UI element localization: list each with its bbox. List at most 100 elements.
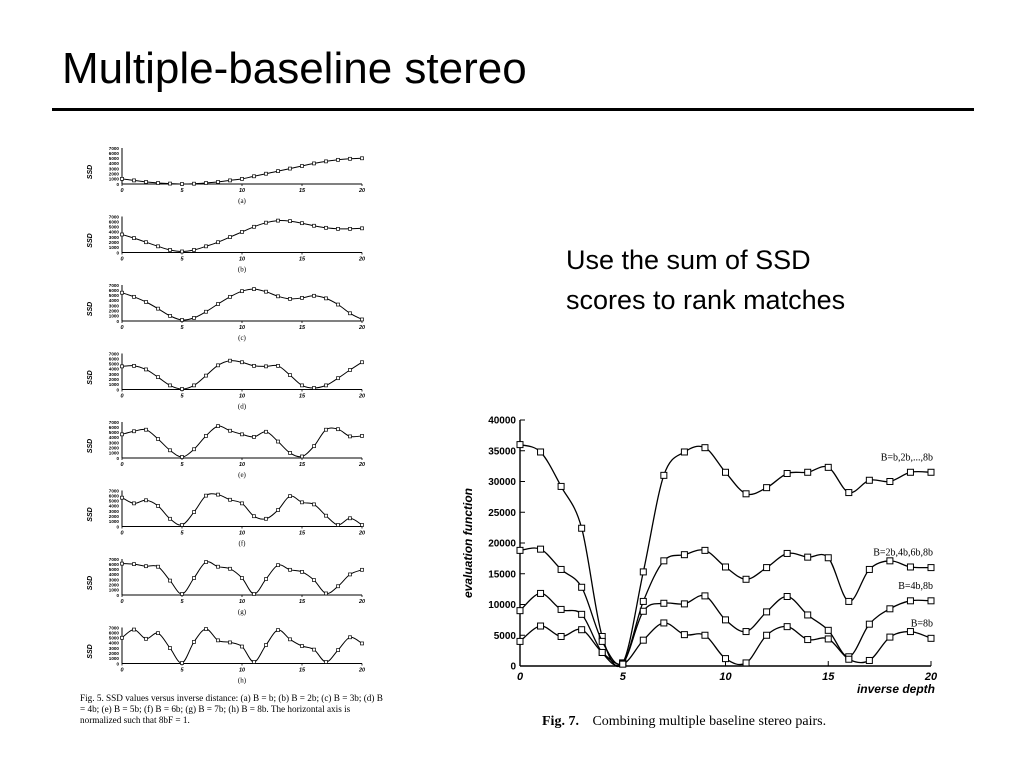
ssd-data-point [264,364,268,369]
ssd-data-point [204,309,208,314]
ssd-data-point [168,448,172,453]
panel-ytick: 0 [116,593,119,598]
panel-xtick: 0 [120,668,123,674]
ssd-data-point [312,578,316,582]
chart-ytick: 20000 [488,539,516,550]
ssd-data-point [204,373,208,378]
ssd-data-point [360,523,364,527]
panel-xtick: 0 [120,325,123,331]
series-data-point [804,553,812,561]
ssd-data-point [312,444,316,449]
ssd-data-point [276,218,280,223]
ssd-data-point [276,439,280,444]
panel-xtick: 10 [239,325,245,331]
ssd-data-point [228,428,232,433]
ssd-data-point [120,290,124,295]
series-data-point [578,626,586,634]
series-data-point [516,441,524,449]
series-data-point [660,619,668,627]
ssd-data-point [252,287,256,291]
panel-ytick: 0 [116,524,119,529]
series-data-point [557,632,565,640]
combined-evaluation-chart: 40000 35000 30000 25000 20000 15000 10000 5000 0… [461,416,938,697]
series-label: B=b,2b,...,8b [881,452,933,463]
chart-xtick: 0 [517,671,524,683]
ssd-data-point [192,640,196,644]
series-data-point [824,554,832,562]
panel-ytick: 1000 [109,588,120,593]
panel-xtick: 5 [180,462,184,468]
ssd-data-point [204,181,208,185]
series-data-point [742,659,750,667]
chart-ytick: 5000 [494,631,517,642]
ssd-data-point [168,314,172,318]
series-2: B=2b,4b,6b,8b [516,545,935,667]
panel-ytick: 5000 [109,567,120,572]
series-data-point [742,575,750,583]
panel-xtick: 10 [239,394,245,400]
panel-ytick: 3000 [109,577,120,582]
ssd-data-point [168,181,172,186]
ssd-data-point [300,164,304,168]
ssd-data-point [312,502,316,507]
panel-ytick: 1000 [109,451,120,456]
panel-xtick: 5 [180,325,184,331]
panel-label: (h) [238,677,247,685]
ssd-data-point [300,221,304,226]
panel-ytick: 0 [116,661,119,666]
ssd-data-point [144,427,148,432]
panel-ytick: 4000 [109,572,120,577]
chart-xtick: 20 [924,671,938,683]
ssd-data-point [228,294,232,299]
ssd-data-point [360,360,364,365]
ssd-data-point [168,383,172,388]
ssd-data-point [288,494,292,499]
panel-ytick: 2000 [109,240,120,245]
ssd-data-point [132,562,136,566]
panel-ytick: 5000 [109,499,120,504]
ssd-data-point [300,644,304,648]
ssd-data-point [312,161,316,166]
panel-label: (e) [238,471,246,479]
ssd-data-point [204,560,208,564]
series-data-point [865,565,873,573]
ssd-data-point [180,182,184,186]
ssd-data-point [120,364,124,369]
panel-xtick: 0 [120,531,123,537]
ssd-data-point [156,564,160,569]
panel-xtick: 15 [299,325,306,331]
series-data-point [783,549,791,557]
panel-ytick: 1000 [109,177,120,182]
ssd-data-point [180,592,184,596]
panel-ytick: 1000 [109,382,120,387]
ssd-data-point [312,386,316,390]
ssd-data-point [168,516,172,521]
ssd-data-point [180,523,184,527]
ssd-data-point [216,180,220,184]
ssd-data-point [120,232,124,237]
panel-label: (f) [239,540,247,548]
ssd-data-point [204,627,208,631]
panel-xtick: 15 [299,531,306,537]
series-data-point [886,557,894,565]
ssd-data-point [120,177,124,181]
panel-xtick: 5 [180,257,184,263]
ssd-data-point [288,373,292,377]
panel-ytick: 1000 [109,314,120,319]
panel-ytick: 4000 [109,230,120,235]
ssd-data-point [144,636,148,641]
series-data-point [886,633,894,641]
panel-xtick: 10 [239,257,245,263]
ssd-data-point [132,178,136,183]
series-data-point [639,636,647,644]
ssd-data-point [336,523,340,527]
ssd-data-point [132,363,136,368]
panel-ytick: 3000 [109,303,120,308]
panel-ytick: 5000 [109,293,120,298]
panel-ylabel: SSD [87,439,94,453]
panel-ytick: 0 [116,250,119,255]
series-1: B=b,2b,...,8b [516,441,935,668]
ssd-data-point [336,226,340,231]
series-data-point [906,468,914,476]
ssd-data-point [264,220,268,225]
